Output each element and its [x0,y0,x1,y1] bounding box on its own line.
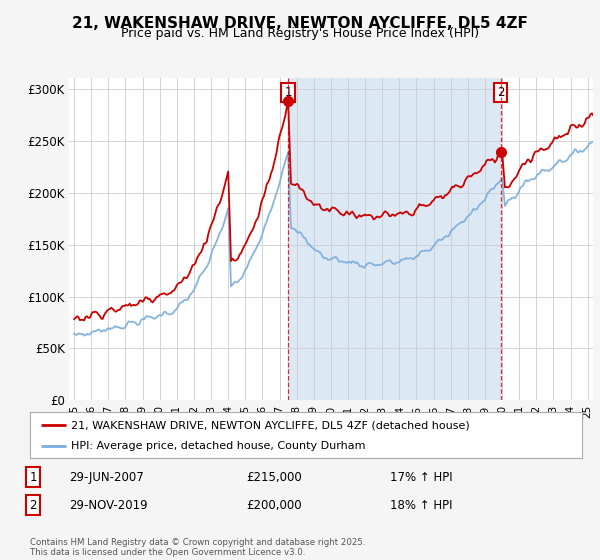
Text: 18% ↑ HPI: 18% ↑ HPI [390,498,452,512]
Text: 21, WAKENSHAW DRIVE, NEWTON AYCLIFFE, DL5 4ZF: 21, WAKENSHAW DRIVE, NEWTON AYCLIFFE, DL… [72,16,528,31]
Text: 21, WAKENSHAW DRIVE, NEWTON AYCLIFFE, DL5 4ZF (detached house): 21, WAKENSHAW DRIVE, NEWTON AYCLIFFE, DL… [71,420,470,430]
Text: 1: 1 [284,86,292,100]
Text: £215,000: £215,000 [246,470,302,484]
Text: Price paid vs. HM Land Registry's House Price Index (HPI): Price paid vs. HM Land Registry's House … [121,27,479,40]
Text: 2: 2 [497,86,505,100]
Text: 17% ↑ HPI: 17% ↑ HPI [390,470,452,484]
Text: HPI: Average price, detached house, County Durham: HPI: Average price, detached house, Coun… [71,441,366,451]
Text: 29-JUN-2007: 29-JUN-2007 [69,470,144,484]
Text: 1: 1 [29,470,37,484]
Bar [288,78,501,400]
Text: 2: 2 [29,498,37,512]
Text: £200,000: £200,000 [246,498,302,512]
Text: 29-NOV-2019: 29-NOV-2019 [69,498,148,512]
Text: Contains HM Land Registry data © Crown copyright and database right 2025.
This d: Contains HM Land Registry data © Crown c… [30,538,365,557]
